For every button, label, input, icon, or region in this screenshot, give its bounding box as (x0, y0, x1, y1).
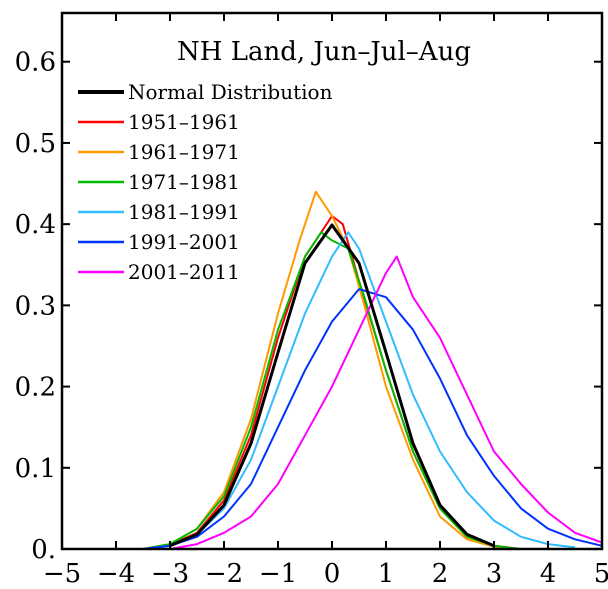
y-tick-label: 0.2 (15, 373, 56, 403)
series-line-2 (142, 190, 522, 550)
legend-label-2: 1961–1971 (128, 140, 240, 164)
y-tick-label: 0.1 (15, 454, 56, 484)
series-layer (142, 190, 603, 550)
x-tick-label: 2 (432, 559, 449, 589)
series-line-0 (169, 223, 495, 548)
y-tick-label: 0. (31, 535, 56, 565)
x-tick-label: 4 (540, 559, 557, 589)
x-tick-label: −5 (43, 559, 81, 589)
series-line-6 (169, 255, 603, 550)
y-tick-label: 0.3 (15, 291, 56, 321)
legend-label-5: 1991–2001 (128, 230, 240, 254)
x-tick-label: 3 (486, 559, 503, 589)
legend: Normal Distribution 1951–1961 1961–1971 197… (78, 80, 333, 284)
x-tick-label: 0 (324, 559, 341, 589)
legend-label-4: 1981–1991 (128, 200, 240, 224)
y-tick-label: 0.4 (15, 210, 56, 240)
y-tick-label: 0.6 (15, 48, 56, 78)
x-tick-label: 1 (378, 559, 395, 589)
x-tick-label: 5 (594, 559, 608, 589)
legend-label-0: Normal Distribution (128, 80, 333, 104)
plot-background (62, 13, 602, 549)
ticks-layer: −5 −4 −3 −2 −1 0 1 2 3 4 5 0. 0.1 0.2 0.3 0.4 0.5 0.6 (15, 13, 608, 589)
x-tick-label: −3 (151, 559, 189, 589)
legend-label-6: 2001–2011 (128, 260, 240, 284)
chart-title: NH Land, Jun–Jul–Aug (177, 37, 471, 67)
x-tick-label: −2 (205, 559, 243, 589)
y-tick-label: 0.5 (15, 129, 56, 159)
legend-label-1: 1951–1961 (128, 110, 240, 134)
x-tick-label: −1 (259, 559, 297, 589)
legend-label-3: 1971–1981 (128, 170, 240, 194)
series-line-5 (142, 288, 603, 550)
series-line-3 (142, 231, 522, 550)
series-line-4 (142, 231, 576, 550)
x-tick-label: −4 (97, 559, 135, 589)
